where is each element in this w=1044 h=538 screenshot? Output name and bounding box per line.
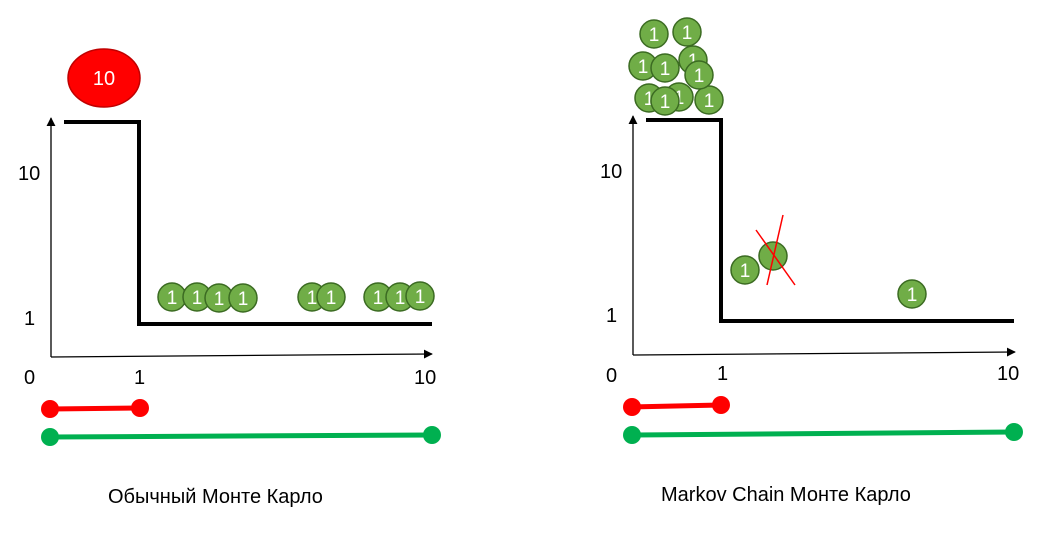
left-green-interval [41, 426, 441, 446]
svg-text:1: 1 [644, 89, 655, 110]
svg-text:1: 1 [214, 289, 225, 310]
left-tick-x0: 0 [24, 367, 35, 389]
sample-disc: 1 [650, 53, 680, 83]
left-tick-y1: 1 [24, 308, 35, 330]
sample-disc: 1 [628, 51, 658, 81]
left-x-axis [50, 349, 433, 359]
sample-disc: 1 [694, 85, 724, 115]
sample-disc: 1 [157, 282, 187, 312]
right-caption: Markov Chain Монте Карло [661, 484, 911, 506]
svg-text:1: 1 [649, 25, 660, 46]
svg-text:1: 1 [167, 288, 178, 309]
svg-text:1: 1 [395, 288, 406, 309]
left-tick-x10: 10 [414, 367, 436, 389]
right-tick-y10: 10 [600, 161, 622, 183]
svg-text:1: 1 [682, 23, 693, 44]
svg-text:1: 1 [907, 285, 918, 306]
right-green-interval [623, 423, 1023, 444]
right-sample-cluster: 1 1 1 1 1 1 1 1 1 1 [628, 17, 724, 116]
right-red-interval [623, 396, 730, 416]
left-red-interval [41, 399, 149, 418]
right-tick-x10: 10 [997, 363, 1019, 385]
svg-text:1: 1 [192, 288, 203, 309]
left-big-disc-label: 10 [93, 68, 115, 90]
left-tick-x1: 1 [134, 367, 145, 389]
svg-text:1: 1 [415, 287, 426, 308]
left-caption: Обычный Монте Карло [108, 486, 323, 508]
right-x-axis [632, 347, 1016, 357]
svg-text:1: 1 [660, 59, 671, 80]
right-tick-y1: 1 [606, 305, 617, 327]
svg-text:1: 1 [694, 66, 705, 87]
left-step-function [64, 120, 432, 326]
sample-disc: 1 [650, 86, 680, 116]
svg-text:1: 1 [326, 288, 337, 309]
sample-disc: 1 [730, 255, 760, 285]
sample-disc: 1 [672, 17, 702, 47]
svg-text:1: 1 [638, 57, 649, 78]
left-sample-discs: 1 1 1 1 1 1 1 1 1 [157, 281, 435, 313]
right-tick-x1: 1 [717, 363, 728, 385]
svg-text:1: 1 [238, 289, 249, 310]
left-big-red-disc: 10 [67, 48, 141, 108]
sample-disc: 1 [228, 283, 258, 313]
sample-disc: 1 [897, 279, 927, 309]
right-low-samples: 1 1 [730, 214, 927, 309]
left-panel: 0 1 10 10 1 10 1 1 1 1 1 1 1 1 1 [18, 48, 441, 508]
right-tick-x0: 0 [606, 365, 617, 387]
sample-disc: 1 [684, 60, 714, 90]
rejected-sample-disc [755, 214, 796, 286]
sample-disc: 1 [405, 281, 435, 311]
svg-text:1: 1 [307, 288, 318, 309]
right-step-function [646, 118, 1014, 323]
svg-text:1: 1 [740, 261, 751, 282]
svg-text:1: 1 [660, 92, 671, 113]
svg-text:1: 1 [688, 51, 699, 72]
rejection-cross-icon [755, 229, 796, 286]
right-panel: 0 1 10 10 1 1 1 1 1 1 1 1 1 1 1 1 1 [600, 17, 1023, 506]
svg-text:1: 1 [704, 91, 715, 112]
svg-text:1: 1 [373, 288, 384, 309]
left-tick-y10: 10 [18, 163, 40, 185]
sample-disc: 1 [639, 19, 669, 49]
sample-disc: 1 [316, 282, 346, 312]
